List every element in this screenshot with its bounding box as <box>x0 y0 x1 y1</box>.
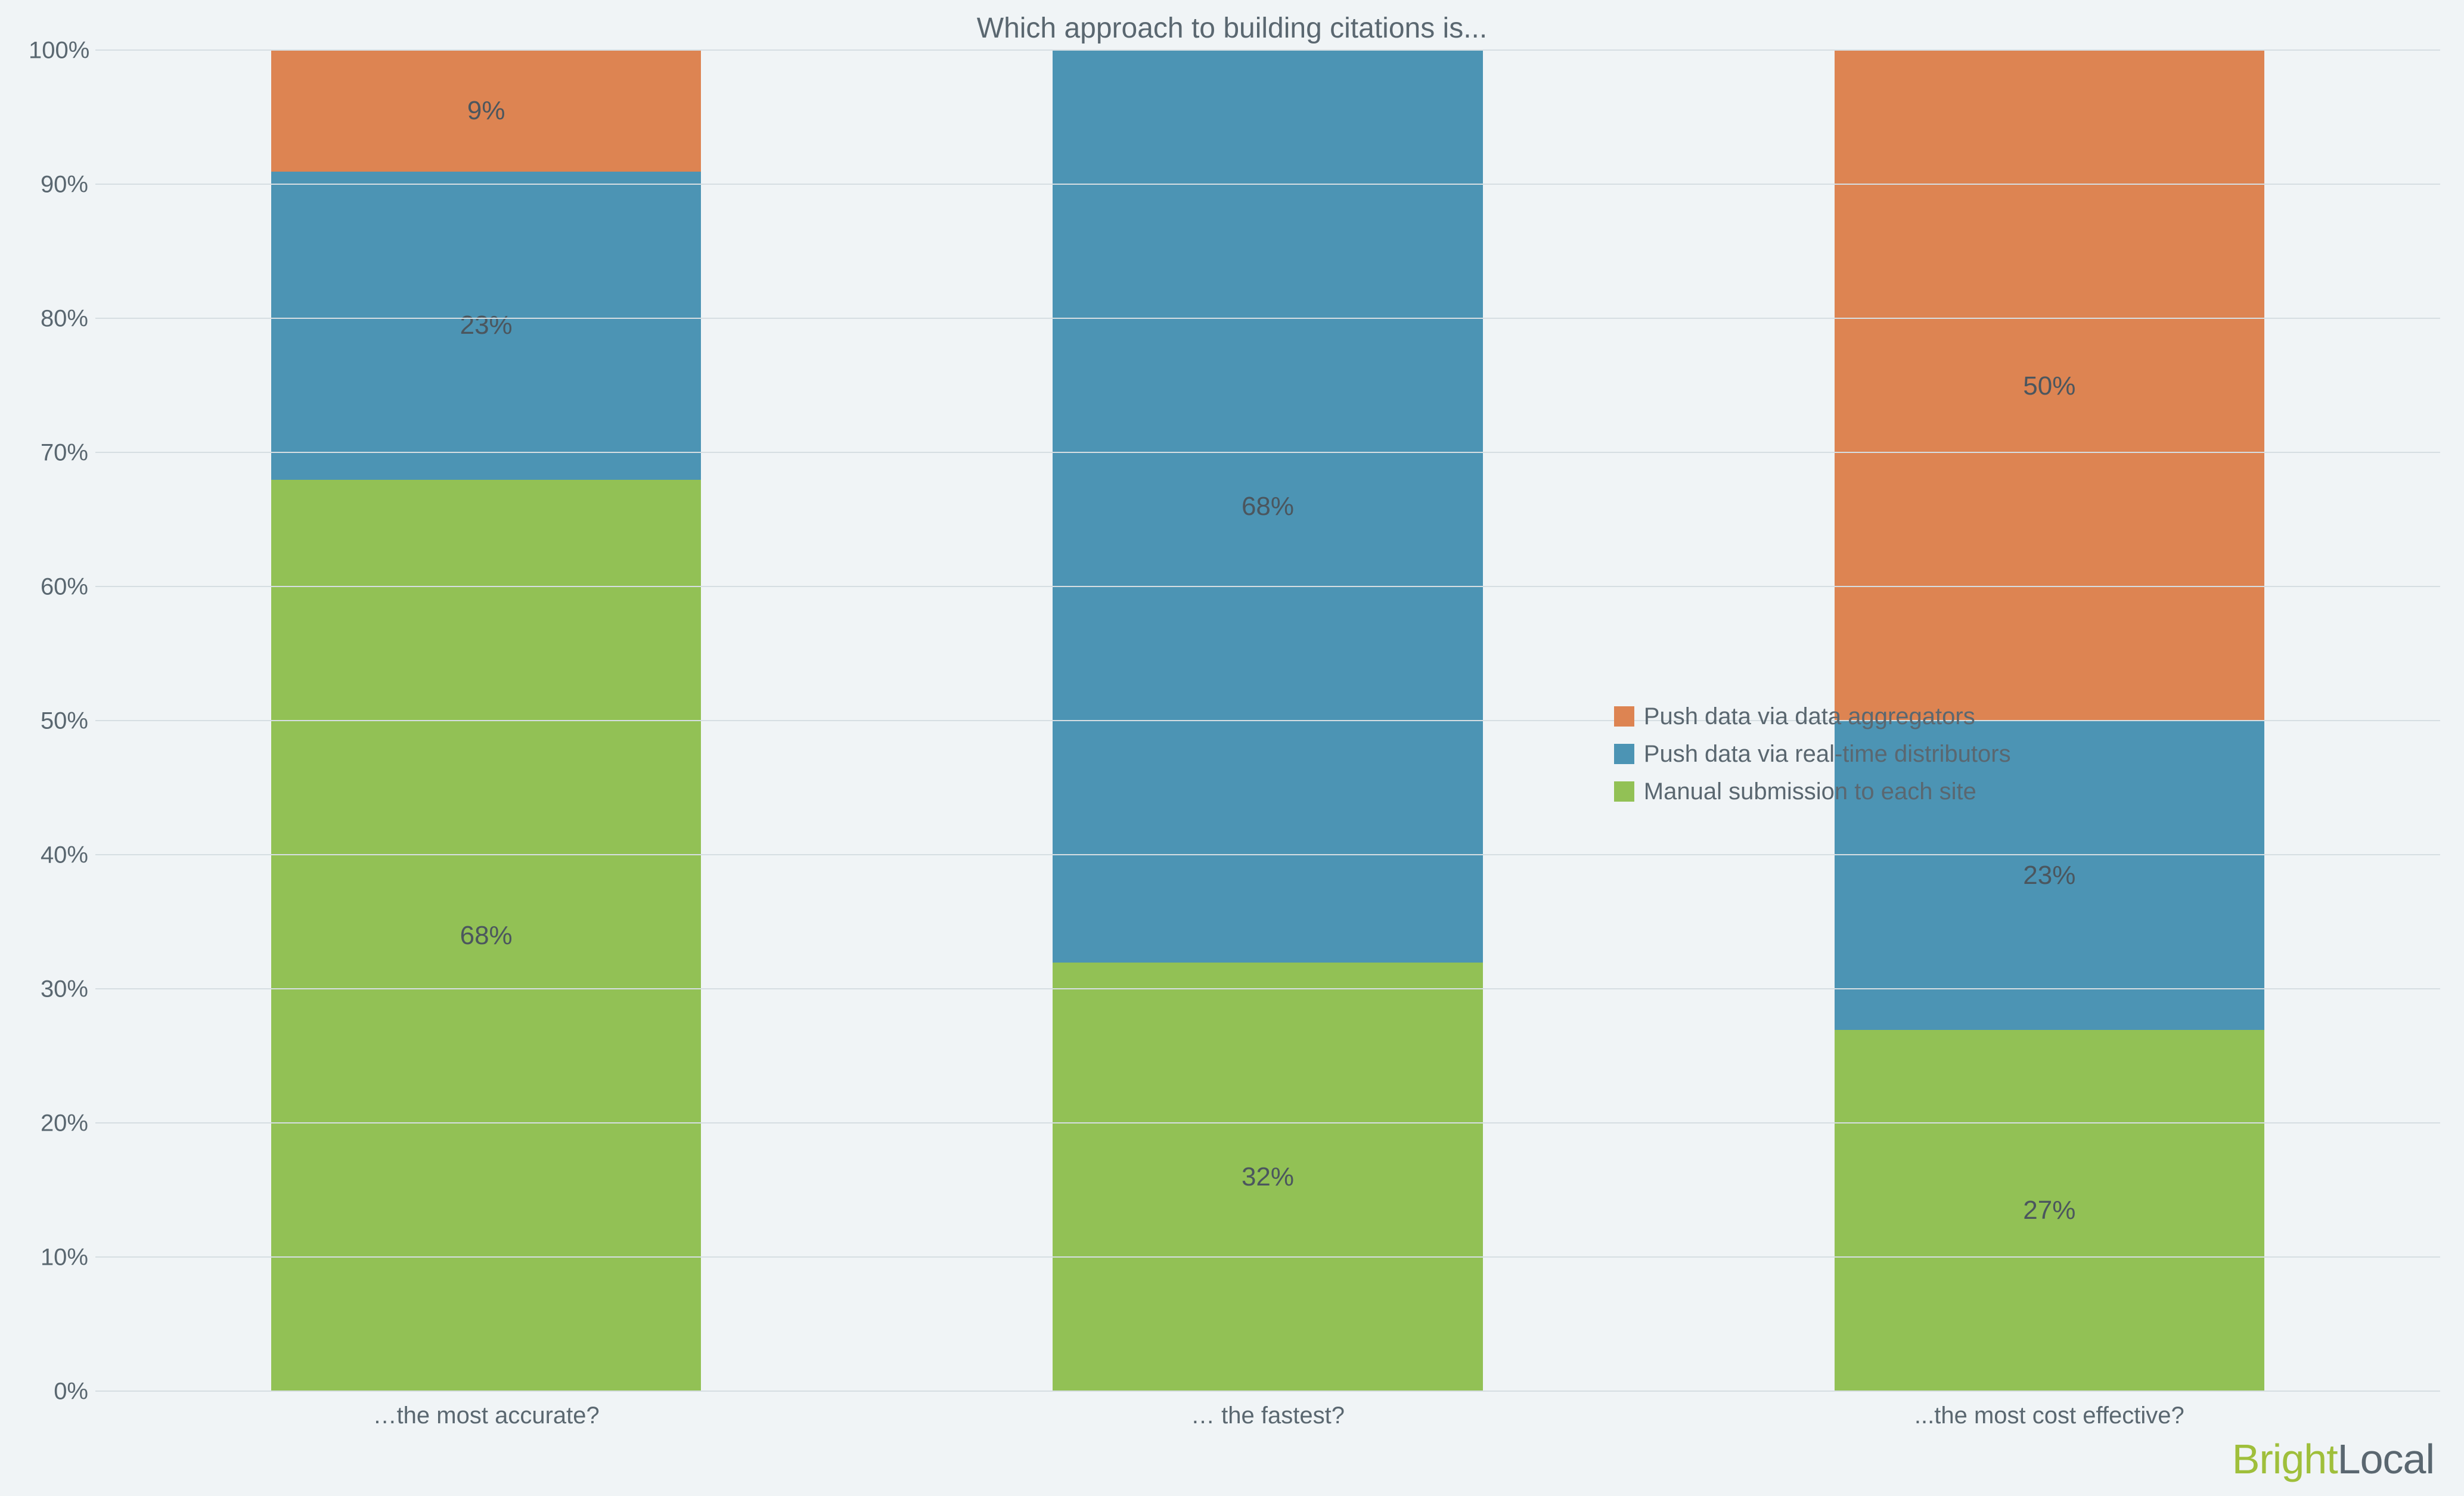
y-tick-label: 30% <box>29 976 88 1003</box>
x-axis-label: …the most accurate? <box>95 1402 877 1429</box>
y-tick-label: 0% <box>29 1379 88 1405</box>
gridline <box>95 720 2440 721</box>
legend-label: Push data via data aggregators <box>1644 703 1975 730</box>
stacked-bar: 68%23%9% <box>271 51 701 1392</box>
bar-segment-realtime: 68% <box>1053 51 1482 963</box>
chart-title: Which approach to building citations is.… <box>24 12 2440 45</box>
gridline <box>95 452 2440 453</box>
bars-row: 68%23%9%32%68%27%23%50% <box>95 51 2440 1392</box>
y-tick-label: 70% <box>29 440 88 467</box>
y-tick-label: 60% <box>29 574 88 601</box>
legend-label: Push data via real-time distributors <box>1644 741 2011 768</box>
legend-label: Manual submission to each site <box>1644 778 1976 805</box>
bar-segment-manual: 27% <box>1835 1030 2264 1392</box>
brand-logo: BrightLocal <box>2232 1435 2434 1483</box>
brand-part1: Bright <box>2232 1436 2338 1482</box>
gridline <box>95 854 2440 855</box>
legend-item: Manual submission to each site <box>1614 778 2011 805</box>
bar-segment-aggregators: 9% <box>271 51 701 172</box>
y-tick-label: 80% <box>29 306 88 333</box>
legend: Push data via data aggregators Push data … <box>1614 703 2011 805</box>
chart-container: Which approach to building citations is.… <box>0 0 2464 1496</box>
x-axis-label: … the fastest? <box>877 1402 1658 1429</box>
plot-wrap: 0%10%20%30%40%50%60%70%80%90%100% 68%23%… <box>24 51 2440 1392</box>
x-axis-label: ...the most cost effective? <box>1659 1402 2440 1429</box>
legend-swatch <box>1614 744 1634 764</box>
legend-item: Push data via real-time distributors <box>1614 741 2011 768</box>
gridline <box>95 586 2440 587</box>
y-tick-label: 40% <box>29 842 88 869</box>
stacked-bar: 32%68% <box>1053 51 1482 1392</box>
bar-segment-aggregators: 50% <box>1835 51 2264 721</box>
gridline <box>95 1256 2440 1258</box>
plot-area: 68%23%9%32%68%27%23%50% <box>95 51 2440 1392</box>
y-tick-label: 10% <box>29 1244 88 1271</box>
gridline <box>95 1391 2440 1392</box>
x-axis-labels: …the most accurate?… the fastest?...the … <box>95 1402 2440 1429</box>
bar-slot: 68%23%9% <box>95 51 877 1392</box>
y-tick-label: 90% <box>29 172 88 198</box>
gridline <box>95 988 2440 989</box>
gridline <box>95 184 2440 185</box>
gridline <box>95 1122 2440 1123</box>
bar-segment-manual: 32% <box>1053 963 1482 1392</box>
y-tick-label: 100% <box>29 38 88 64</box>
gridline <box>95 49 2440 51</box>
bar-segment-realtime: 23% <box>271 172 701 480</box>
legend-item: Push data via data aggregators <box>1614 703 2011 730</box>
y-axis: 0%10%20%30%40%50%60%70%80%90%100% <box>24 51 95 1392</box>
legend-swatch <box>1614 781 1634 802</box>
legend-swatch <box>1614 706 1634 727</box>
brand-part2: Local <box>2338 1436 2434 1482</box>
bar-segment-manual: 68% <box>271 480 701 1392</box>
y-tick-label: 20% <box>29 1110 88 1137</box>
y-tick-label: 50% <box>29 708 88 735</box>
gridline <box>95 318 2440 319</box>
bar-slot: 32%68% <box>877 51 1658 1392</box>
